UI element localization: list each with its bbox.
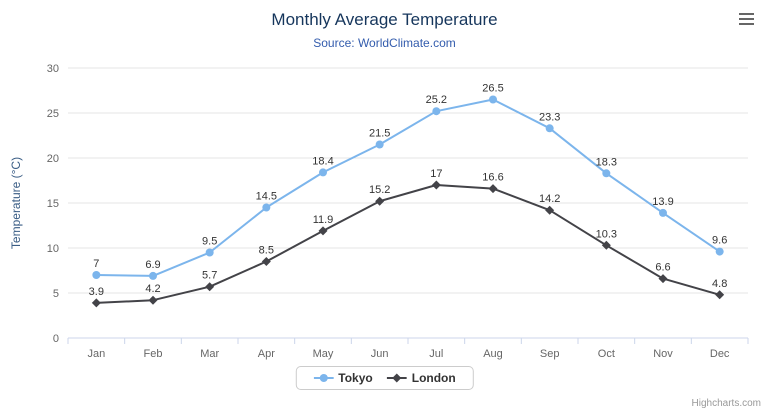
point-marker-london[interactable] bbox=[375, 196, 385, 206]
point-marker-tokyo[interactable] bbox=[262, 203, 271, 212]
data-label-tokyo: 25.2 bbox=[426, 94, 447, 106]
hamburger-menu-button[interactable] bbox=[733, 8, 759, 30]
point-marker-tokyo[interactable] bbox=[149, 271, 157, 280]
x-axis-tick-label: May bbox=[313, 348, 334, 360]
diamond-marker-icon bbox=[386, 373, 407, 383]
x-axis-tick-label: Jan bbox=[87, 348, 105, 360]
data-label-london: 3.9 bbox=[89, 286, 104, 298]
data-label-tokyo: 13.9 bbox=[652, 196, 673, 208]
x-axis-tick-label: Jun bbox=[371, 348, 389, 360]
point-marker-tokyo[interactable] bbox=[489, 95, 497, 104]
point-marker-tokyo[interactable] bbox=[205, 248, 214, 257]
y-axis-tick-label: 25 bbox=[47, 108, 59, 120]
point-marker-tokyo[interactable] bbox=[92, 271, 101, 279]
data-label-london: 5.7 bbox=[202, 270, 217, 282]
series-line-tokyo[interactable] bbox=[96, 98, 721, 277]
data-label-tokyo: 23.3 bbox=[539, 111, 560, 123]
data-label-tokyo: 18.3 bbox=[596, 156, 617, 168]
y-axis-tick-label: 0 bbox=[53, 333, 59, 345]
point-marker-tokyo[interactable] bbox=[545, 124, 554, 133]
x-axis-tick-label: Apr bbox=[258, 348, 275, 360]
series-line-london[interactable] bbox=[96, 184, 720, 304]
data-label-london: 8.5 bbox=[259, 245, 274, 257]
y-axis-tick-label: 10 bbox=[47, 243, 59, 255]
x-axis-tick-label: Mar bbox=[200, 348, 219, 360]
data-label-tokyo: 9.5 bbox=[202, 236, 217, 248]
chart-subtitle: Source: WorldClimate.com bbox=[313, 36, 456, 50]
point-marker-london[interactable] bbox=[658, 274, 668, 284]
data-label-london: 17 bbox=[430, 168, 442, 180]
point-marker-tokyo[interactable] bbox=[319, 168, 327, 177]
point-marker-london[interactable] bbox=[261, 257, 271, 266]
point-marker-london[interactable] bbox=[601, 240, 611, 250]
y-axis-tick-label: 15 bbox=[47, 198, 59, 210]
y-axis-tick-label: 20 bbox=[47, 153, 59, 165]
hamburger-menu-icon bbox=[738, 13, 754, 15]
data-label-tokyo: 18.4 bbox=[312, 155, 333, 167]
legend-item-london[interactable]: London bbox=[386, 371, 456, 385]
x-axis-tick-label: Oct bbox=[598, 348, 615, 360]
point-marker-london[interactable] bbox=[91, 298, 101, 308]
x-axis-tick-label: Feb bbox=[144, 348, 163, 360]
data-label-tokyo: 9.6 bbox=[712, 235, 727, 247]
data-label-tokyo: 26.5 bbox=[482, 83, 503, 95]
data-label-london: 14.2 bbox=[539, 193, 560, 205]
point-marker-tokyo[interactable] bbox=[602, 169, 611, 178]
data-label-tokyo: 14.5 bbox=[256, 191, 277, 203]
point-marker-london[interactable] bbox=[205, 282, 215, 292]
data-label-london: 16.6 bbox=[482, 172, 503, 184]
data-label-london: 4.8 bbox=[712, 278, 727, 290]
chart-title: Monthly Average Temperature bbox=[271, 10, 498, 29]
x-axis-tick-label: Aug bbox=[483, 348, 503, 360]
data-label-tokyo: 7 bbox=[93, 258, 99, 270]
point-marker-tokyo[interactable] bbox=[432, 107, 441, 116]
point-marker-london[interactable] bbox=[431, 180, 441, 190]
point-marker-tokyo[interactable] bbox=[715, 247, 724, 256]
legend: Tokyo London bbox=[295, 366, 474, 390]
legend-item-tokyo[interactable]: Tokyo bbox=[313, 371, 373, 385]
data-label-london: 10.3 bbox=[596, 228, 617, 240]
legend-label: London bbox=[411, 371, 456, 385]
circle-marker-icon bbox=[313, 374, 334, 382]
x-axis-tick-label: Jul bbox=[429, 348, 443, 360]
point-marker-london[interactable] bbox=[488, 184, 498, 194]
y-axis-tick-label: 30 bbox=[47, 63, 59, 75]
legend-label: Tokyo bbox=[338, 371, 373, 385]
point-marker-london[interactable] bbox=[318, 226, 328, 236]
point-marker-tokyo[interactable] bbox=[659, 208, 667, 217]
point-marker-london[interactable] bbox=[148, 295, 158, 305]
data-label-london: 11.9 bbox=[313, 214, 334, 226]
x-axis-tick-label: Sep bbox=[540, 348, 560, 360]
data-label-london: 15.2 bbox=[369, 184, 390, 196]
point-marker-tokyo[interactable] bbox=[375, 140, 384, 149]
x-axis-tick-label: Dec bbox=[710, 348, 730, 360]
data-label-london: 4.2 bbox=[145, 283, 160, 295]
point-marker-london[interactable] bbox=[545, 205, 555, 215]
y-axis-tick-label: 5 bbox=[53, 288, 59, 300]
data-label-tokyo: 6.9 bbox=[145, 259, 160, 271]
credits-link[interactable]: Highcharts.com bbox=[691, 398, 761, 409]
data-label-london: 6.6 bbox=[655, 262, 670, 274]
point-marker-london[interactable] bbox=[715, 290, 725, 300]
data-label-tokyo: 21.5 bbox=[369, 128, 390, 140]
x-axis-tick-label: Nov bbox=[653, 348, 673, 360]
